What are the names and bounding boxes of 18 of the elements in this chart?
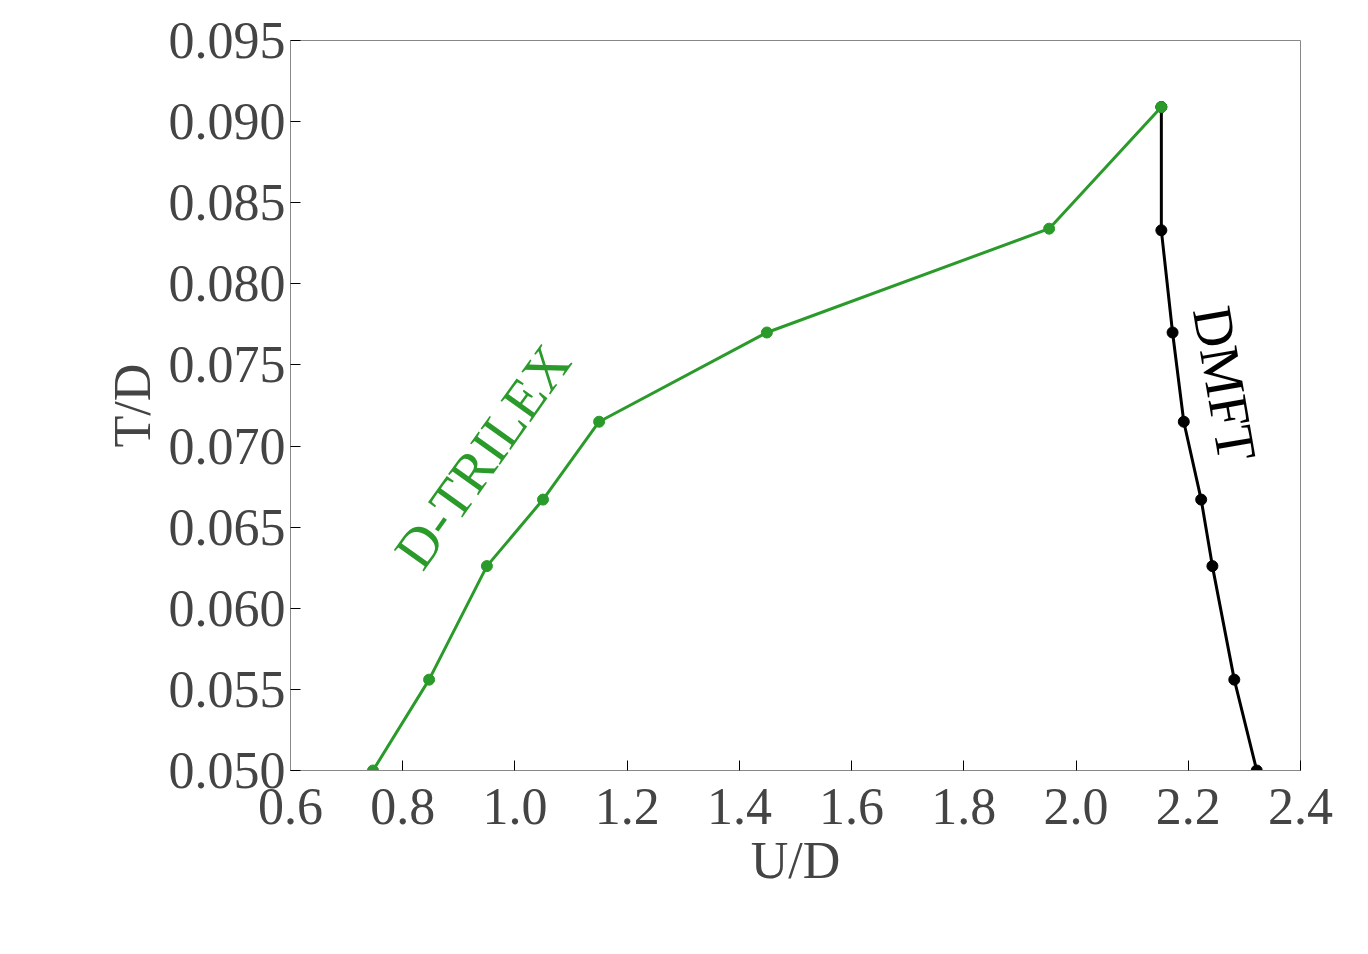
x-tick-label: 2.4 bbox=[1268, 777, 1333, 835]
x-tick-label: 1.8 bbox=[931, 777, 997, 835]
y-tick-label: 0.095 bbox=[168, 12, 286, 69]
x-tick-label: 2.2 bbox=[1155, 777, 1221, 835]
y-tick-label: 0.080 bbox=[168, 255, 286, 313]
annotation: DMFT bbox=[1180, 301, 1269, 466]
y-axis-title: T/D bbox=[103, 363, 161, 448]
y-tick-label: 0.055 bbox=[168, 660, 286, 718]
y-tick-label: 0.065 bbox=[168, 498, 286, 556]
x-tick-label: 1.0 bbox=[482, 777, 548, 835]
y-tick-label: 0.085 bbox=[168, 174, 286, 232]
y-tick-label: 0.060 bbox=[168, 579, 286, 637]
y-tick-label: 0.090 bbox=[168, 93, 286, 151]
x-tick-label: 1.2 bbox=[594, 777, 660, 835]
x-tick-label: 0.8 bbox=[370, 777, 436, 835]
y-tick-label: 0.070 bbox=[168, 417, 286, 475]
y-tick-label: 0.075 bbox=[168, 336, 286, 394]
x-tick-label: 2.0 bbox=[1043, 777, 1109, 835]
